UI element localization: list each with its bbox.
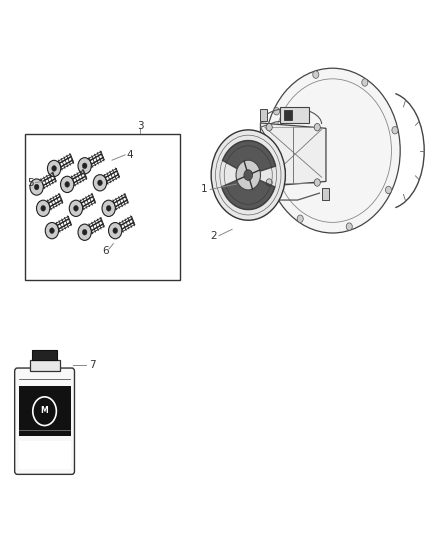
- Text: 6: 6: [102, 246, 109, 255]
- Circle shape: [385, 186, 392, 193]
- Circle shape: [392, 126, 398, 134]
- Bar: [32, 350, 57, 360]
- Bar: [259, 188, 266, 200]
- Circle shape: [297, 215, 303, 222]
- Circle shape: [313, 71, 319, 78]
- Bar: [260, 109, 268, 121]
- Polygon shape: [261, 123, 326, 187]
- Circle shape: [30, 179, 43, 195]
- Bar: [18, 386, 71, 436]
- Text: 5: 5: [27, 177, 34, 188]
- Bar: [25, 134, 180, 280]
- Text: M: M: [41, 406, 49, 415]
- Circle shape: [82, 163, 87, 168]
- Circle shape: [267, 167, 273, 175]
- Circle shape: [36, 200, 50, 216]
- Circle shape: [45, 222, 59, 239]
- Circle shape: [244, 169, 253, 180]
- Circle shape: [109, 222, 122, 239]
- Text: 2: 2: [210, 231, 217, 241]
- Circle shape: [273, 108, 279, 115]
- Circle shape: [211, 130, 286, 220]
- Circle shape: [236, 160, 261, 190]
- Circle shape: [314, 124, 320, 131]
- Bar: [30, 360, 60, 371]
- Bar: [321, 188, 328, 200]
- Polygon shape: [222, 175, 275, 209]
- Bar: [18, 441, 71, 469]
- Circle shape: [74, 206, 78, 211]
- Text: 3: 3: [137, 120, 144, 131]
- Circle shape: [102, 200, 115, 216]
- Text: 7: 7: [89, 360, 95, 370]
- Bar: [284, 110, 292, 120]
- Circle shape: [65, 182, 70, 187]
- Circle shape: [82, 229, 87, 235]
- Polygon shape: [223, 141, 276, 175]
- Circle shape: [362, 79, 368, 86]
- Circle shape: [266, 179, 272, 186]
- Circle shape: [49, 228, 54, 233]
- Circle shape: [106, 206, 111, 211]
- Circle shape: [314, 179, 320, 186]
- Circle shape: [41, 206, 46, 211]
- Circle shape: [346, 223, 352, 230]
- Circle shape: [265, 68, 400, 233]
- Circle shape: [34, 184, 39, 190]
- Circle shape: [98, 180, 102, 185]
- Text: 1: 1: [201, 184, 207, 195]
- Circle shape: [78, 224, 92, 240]
- Circle shape: [113, 228, 117, 233]
- FancyBboxPatch shape: [14, 368, 74, 474]
- Bar: [280, 107, 308, 123]
- Circle shape: [266, 124, 272, 131]
- Circle shape: [47, 160, 61, 176]
- Circle shape: [69, 200, 83, 216]
- Circle shape: [78, 158, 92, 174]
- Circle shape: [93, 175, 106, 191]
- Circle shape: [52, 166, 57, 171]
- Text: 4: 4: [126, 150, 133, 160]
- Circle shape: [60, 176, 74, 192]
